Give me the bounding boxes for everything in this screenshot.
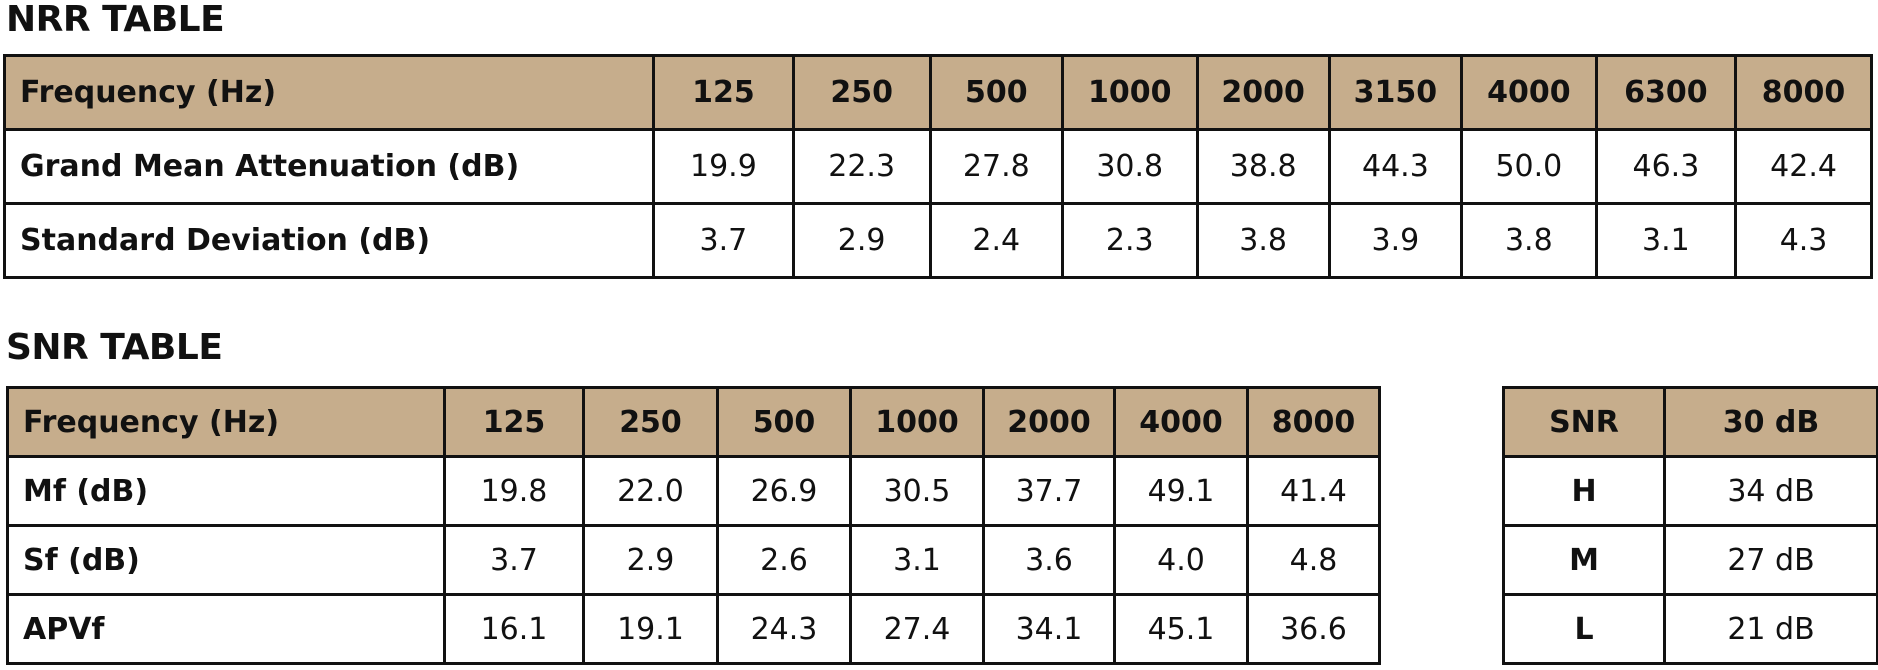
snr-row-mf: Mf (dB) 19.8 22.0 26.9 30.5 37.7 49.1 41… bbox=[6, 455, 1381, 527]
nrr-cell: 46.3 bbox=[1594, 128, 1738, 205]
snr-header-8000: 8000 bbox=[1246, 386, 1381, 458]
snr-cell: 26.9 bbox=[716, 455, 852, 527]
snr-cell: 24.3 bbox=[716, 593, 852, 665]
snr-cell: 3.1 bbox=[849, 524, 985, 596]
nrr-cell: 3.9 bbox=[1327, 202, 1464, 279]
snr-cell: 41.4 bbox=[1246, 455, 1381, 527]
nrr-cell: 38.8 bbox=[1195, 128, 1331, 205]
nrr-header-250: 250 bbox=[791, 54, 932, 131]
snr-row-label: Mf (dB) bbox=[6, 455, 446, 527]
snr-cell: 49.1 bbox=[1113, 455, 1249, 527]
nrr-cell: 44.3 bbox=[1327, 128, 1464, 205]
snr-cell: 37.7 bbox=[982, 455, 1116, 527]
nrr-table-title: NRR TABLE bbox=[6, 0, 225, 40]
nrr-header-4000: 4000 bbox=[1460, 54, 1598, 131]
nrr-row-label: Standard Deviation (dB) bbox=[2, 202, 656, 279]
nrr-header-3150: 3150 bbox=[1327, 54, 1464, 131]
nrr-header-6300: 6300 bbox=[1594, 54, 1738, 131]
nrr-cell: 30.8 bbox=[1060, 128, 1199, 205]
nrr-cell: 2.9 bbox=[791, 202, 932, 279]
snr-rating-value: 34 dB bbox=[1663, 455, 1878, 527]
nrr-row-standard-deviation: Standard Deviation (dB) 3.7 2.9 2.4 2.3 … bbox=[2, 202, 1873, 279]
snr-rating-row-l: L 21 dB bbox=[1502, 593, 1878, 665]
snr-header-2000: 2000 bbox=[982, 386, 1116, 458]
snr-cell: 2.9 bbox=[582, 524, 719, 596]
snr-cell: 4.8 bbox=[1246, 524, 1381, 596]
snr-table-title: SNR TABLE bbox=[6, 327, 223, 368]
nrr-header-1000: 1000 bbox=[1060, 54, 1199, 131]
snr-rating-value: 21 dB bbox=[1663, 593, 1878, 665]
nrr-header-frequency: Frequency (Hz) bbox=[2, 54, 656, 131]
nrr-header-2000: 2000 bbox=[1195, 54, 1331, 131]
snr-cell: 22.0 bbox=[582, 455, 719, 527]
snr-cell: 34.1 bbox=[982, 593, 1116, 665]
snr-cell: 2.6 bbox=[716, 524, 852, 596]
snr-rating-row-m: M 27 dB bbox=[1502, 524, 1878, 596]
nrr-table: Frequency (Hz) 125 250 500 1000 2000 315… bbox=[2, 54, 1873, 279]
nrr-cell: 22.3 bbox=[791, 128, 932, 205]
snr-rating-label: H bbox=[1502, 455, 1666, 527]
snr-cell: 27.4 bbox=[849, 593, 985, 665]
snr-cell: 19.1 bbox=[582, 593, 719, 665]
snr-rating-header-value: 30 dB bbox=[1663, 386, 1878, 458]
snr-header-1000: 1000 bbox=[849, 386, 985, 458]
snr-header-frequency: Frequency (Hz) bbox=[6, 386, 446, 458]
nrr-cell: 27.8 bbox=[928, 128, 1064, 205]
snr-row-sf: Sf (dB) 3.7 2.9 2.6 3.1 3.6 4.0 4.8 bbox=[6, 524, 1381, 596]
nrr-cell: 19.9 bbox=[652, 128, 795, 205]
snr-rating-label: L bbox=[1502, 593, 1666, 665]
nrr-cell: 50.0 bbox=[1460, 128, 1598, 205]
nrr-cell: 42.4 bbox=[1734, 128, 1873, 205]
nrr-row-grand-mean-attenuation: Grand Mean Attenuation (dB) 19.9 22.3 27… bbox=[2, 128, 1873, 205]
nrr-cell: 4.3 bbox=[1734, 202, 1873, 279]
nrr-cell: 3.1 bbox=[1594, 202, 1738, 279]
snr-rating-table: SNR 30 dB H 34 dB M 27 dB L 21 dB bbox=[1502, 386, 1878, 665]
snr-cell: 36.6 bbox=[1246, 593, 1381, 665]
snr-header-row: Frequency (Hz) 125 250 500 1000 2000 400… bbox=[6, 386, 1381, 458]
snr-rating-header-snr: SNR bbox=[1502, 386, 1666, 458]
nrr-cell: 3.7 bbox=[652, 202, 795, 279]
snr-cell: 19.8 bbox=[443, 455, 585, 527]
nrr-row-label: Grand Mean Attenuation (dB) bbox=[2, 128, 656, 205]
nrr-header-row: Frequency (Hz) 125 250 500 1000 2000 315… bbox=[2, 54, 1873, 131]
nrr-cell: 3.8 bbox=[1195, 202, 1331, 279]
snr-cell: 4.0 bbox=[1113, 524, 1249, 596]
snr-rating-label: M bbox=[1502, 524, 1666, 596]
nrr-header-500: 500 bbox=[928, 54, 1064, 131]
snr-cell: 16.1 bbox=[443, 593, 585, 665]
nrr-header-125: 125 bbox=[652, 54, 795, 131]
snr-rating-row-h: H 34 dB bbox=[1502, 455, 1878, 527]
snr-cell: 3.6 bbox=[982, 524, 1116, 596]
snr-header-4000: 4000 bbox=[1113, 386, 1249, 458]
nrr-cell: 2.4 bbox=[928, 202, 1064, 279]
nrr-cell: 3.8 bbox=[1460, 202, 1598, 279]
nrr-cell: 2.3 bbox=[1060, 202, 1199, 279]
snr-header-125: 125 bbox=[443, 386, 585, 458]
snr-row-label: APVf bbox=[6, 593, 446, 665]
snr-cell: 30.5 bbox=[849, 455, 985, 527]
snr-header-500: 500 bbox=[716, 386, 852, 458]
snr-row-label: Sf (dB) bbox=[6, 524, 446, 596]
snr-cell: 45.1 bbox=[1113, 593, 1249, 665]
snr-rating-header-row: SNR 30 dB bbox=[1502, 386, 1878, 458]
snr-header-250: 250 bbox=[582, 386, 719, 458]
snr-table: Frequency (Hz) 125 250 500 1000 2000 400… bbox=[6, 386, 1381, 665]
snr-cell: 3.7 bbox=[443, 524, 585, 596]
snr-row-apvf: APVf 16.1 19.1 24.3 27.4 34.1 45.1 36.6 bbox=[6, 593, 1381, 665]
snr-rating-value: 27 dB bbox=[1663, 524, 1878, 596]
nrr-header-8000: 8000 bbox=[1734, 54, 1873, 131]
